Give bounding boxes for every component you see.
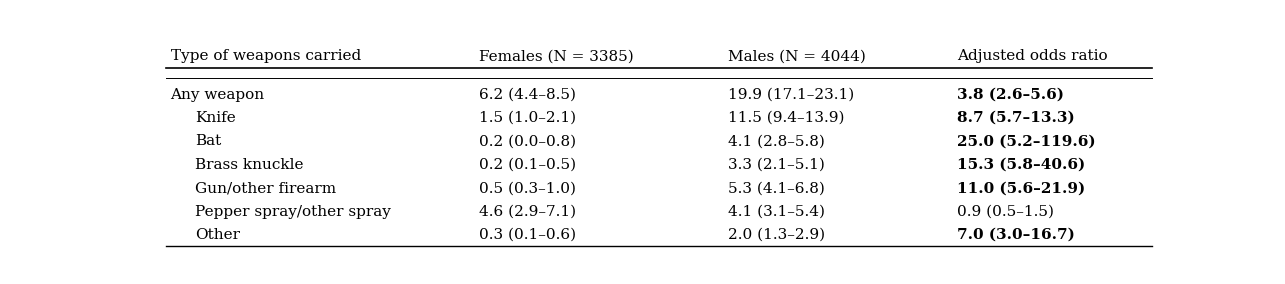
Text: 1.5 (1.0–2.1): 1.5 (1.0–2.1) xyxy=(479,111,577,125)
Text: 25.0 (5.2–119.6): 25.0 (5.2–119.6) xyxy=(957,134,1096,149)
Text: Type of weapons carried: Type of weapons carried xyxy=(171,49,361,63)
Text: 11.0 (5.6–21.9): 11.0 (5.6–21.9) xyxy=(957,181,1086,195)
Text: 7.0 (3.0–16.7): 7.0 (3.0–16.7) xyxy=(957,228,1076,242)
Text: Knife: Knife xyxy=(195,111,236,125)
Text: 0.3 (0.1–0.6): 0.3 (0.1–0.6) xyxy=(479,228,577,242)
Text: Females (N = 3385): Females (N = 3385) xyxy=(479,49,634,63)
Text: 4.1 (3.1–5.4): 4.1 (3.1–5.4) xyxy=(729,205,825,219)
Text: Adjusted odds ratio: Adjusted odds ratio xyxy=(957,49,1108,63)
Text: 0.9 (0.5–1.5): 0.9 (0.5–1.5) xyxy=(957,205,1054,219)
Text: 4.1 (2.8–5.8): 4.1 (2.8–5.8) xyxy=(729,134,825,149)
Text: 4.6 (2.9–7.1): 4.6 (2.9–7.1) xyxy=(479,205,577,219)
Text: Any weapon: Any weapon xyxy=(171,88,265,102)
Text: Gun/other firearm: Gun/other firearm xyxy=(195,181,337,195)
Text: 3.8 (2.6–5.6): 3.8 (2.6–5.6) xyxy=(957,88,1064,102)
Text: 8.7 (5.7–13.3): 8.7 (5.7–13.3) xyxy=(957,111,1076,125)
Text: Pepper spray/other spray: Pepper spray/other spray xyxy=(195,205,392,219)
Text: 2.0 (1.3–2.9): 2.0 (1.3–2.9) xyxy=(729,228,825,242)
Text: 5.3 (4.1–6.8): 5.3 (4.1–6.8) xyxy=(729,181,825,195)
Text: 15.3 (5.8–40.6): 15.3 (5.8–40.6) xyxy=(957,158,1086,172)
Text: 6.2 (4.4–8.5): 6.2 (4.4–8.5) xyxy=(479,88,576,102)
Text: Other: Other xyxy=(195,228,240,242)
Text: Brass knuckle: Brass knuckle xyxy=(195,158,305,172)
Text: Males (N = 4044): Males (N = 4044) xyxy=(729,49,866,63)
Text: 11.5 (9.4–13.9): 11.5 (9.4–13.9) xyxy=(729,111,844,125)
Text: 0.5 (0.3–1.0): 0.5 (0.3–1.0) xyxy=(479,181,576,195)
Text: 0.2 (0.0–0.8): 0.2 (0.0–0.8) xyxy=(479,134,577,149)
Text: Bat: Bat xyxy=(195,134,222,149)
Text: 3.3 (2.1–5.1): 3.3 (2.1–5.1) xyxy=(729,158,825,172)
Text: 19.9 (17.1–23.1): 19.9 (17.1–23.1) xyxy=(729,88,855,102)
Text: 0.2 (0.1–0.5): 0.2 (0.1–0.5) xyxy=(479,158,577,172)
